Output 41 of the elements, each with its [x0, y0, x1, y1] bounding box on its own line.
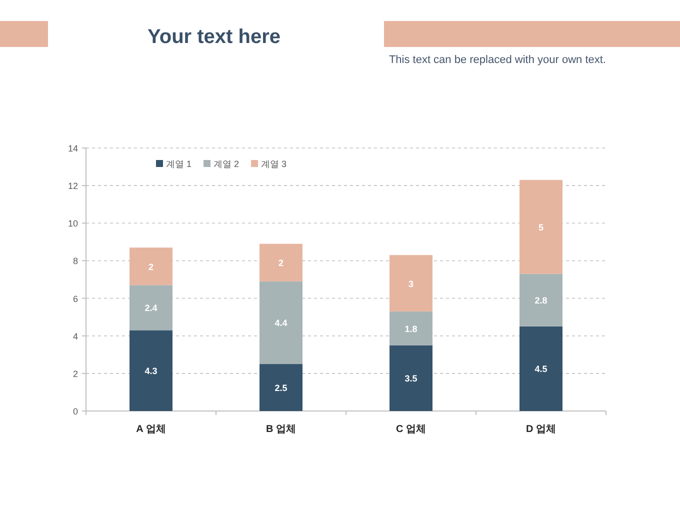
data-label: 3.5: [404, 374, 418, 384]
y-tick-label: 4: [72, 331, 78, 342]
data-label: 2: [278, 258, 284, 268]
y-tick-label: 6: [72, 294, 78, 304]
data-label: 5: [538, 222, 544, 232]
data-label: 2.5: [274, 383, 288, 394]
data-label: 2.8: [534, 296, 548, 306]
legend-label: 계열 1: [166, 159, 192, 169]
bar: [260, 244, 302, 282]
bar: [390, 345, 432, 411]
bar: [390, 311, 432, 346]
data-label: 1.8: [404, 324, 418, 334]
y-tick-label: 14: [68, 144, 78, 154]
legend-label: 계열 2: [214, 159, 240, 169]
data-label: 4.5: [534, 364, 548, 374]
bar: [520, 180, 562, 274]
bar: [130, 248, 172, 286]
x-tick-label: B 업체: [266, 424, 296, 435]
data-label: 3: [408, 278, 414, 289]
legend-label: 계열 3: [261, 159, 287, 169]
data-label: 4.3: [144, 366, 158, 376]
bar: [390, 255, 432, 312]
chart-subtitle: This text can be replaced with your own text.: [388, 54, 606, 66]
bar: [520, 326, 562, 411]
y-tick-label: 8: [72, 256, 78, 266]
y-tick-label: 10: [68, 218, 78, 229]
y-tick-label: 0: [72, 406, 78, 416]
bar: [260, 281, 302, 364]
y-tick-label: 12: [68, 181, 78, 192]
data-label: 2: [148, 262, 154, 272]
x-tick-label: D 업체: [526, 424, 556, 435]
bar: [260, 364, 302, 411]
data-label: 2.4: [144, 303, 158, 314]
bar: [130, 330, 172, 411]
bar: [130, 285, 172, 330]
data-label: 4.4: [274, 318, 288, 328]
y-tick-label: 2: [72, 368, 78, 379]
x-tick-label: A 업체: [136, 424, 166, 435]
chart-title: Your text here: [148, 26, 280, 48]
x-tick-label: C 업체: [396, 424, 426, 435]
bar: [520, 274, 562, 326]
